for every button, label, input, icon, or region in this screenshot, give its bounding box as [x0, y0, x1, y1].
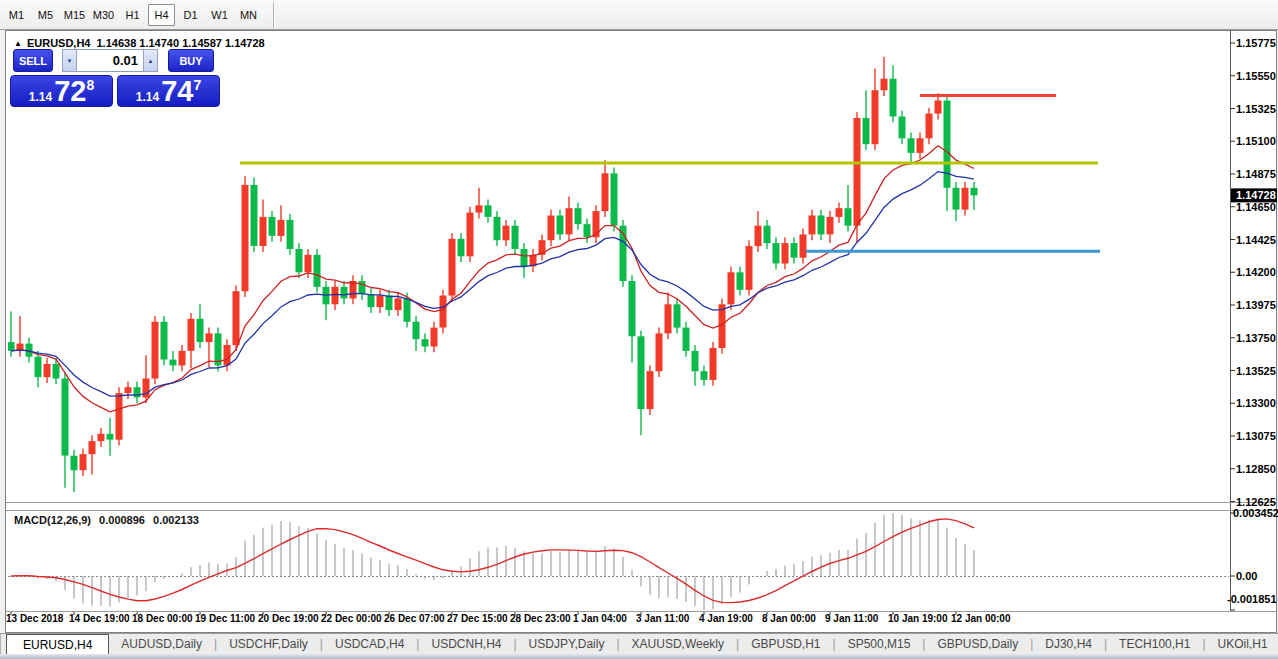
- svg-text:1.14728: 1.14728: [1236, 189, 1276, 201]
- time-axis-label: 19 Dec 11:00: [195, 613, 255, 624]
- chart-tab-xauusd-weekly[interactable]: XAUUSD,Weekly: [620, 634, 736, 654]
- timeframe-button-m1[interactable]: M1: [3, 4, 30, 26]
- chart-tab-gbpusd-h1[interactable]: GBPUSD,H1: [739, 634, 832, 654]
- sell-button[interactable]: SELL: [13, 49, 53, 72]
- time-axis-label: 8 Jan 00:00: [762, 613, 816, 624]
- lot-size-input[interactable]: 0.01: [77, 49, 143, 72]
- timeframe-button-d1[interactable]: D1: [177, 4, 204, 26]
- time-axis-label: 1 Jan 04:00: [573, 613, 627, 624]
- time-axis-label: 20 Dec 19:00: [258, 613, 319, 624]
- macd-signal-value: 0.002133: [153, 514, 199, 526]
- price-axis-label: 1.13300: [1236, 397, 1276, 409]
- price-axis-label: 1.15550: [1236, 70, 1276, 82]
- chart-symbol-label: EURUSD,H4: [27, 37, 91, 49]
- chart-tab-gbpusd-daily[interactable]: GBPUSD,Daily: [925, 634, 1030, 654]
- timeframe-button-h1[interactable]: H1: [119, 4, 146, 26]
- chart-tab-usdcnh-h4[interactable]: USDCNH,H4: [419, 634, 513, 654]
- chart-tab-usdcad-h4[interactable]: USDCAD,H4: [323, 634, 416, 654]
- buy-price-sup: 7: [193, 77, 201, 93]
- timeframe-button-mn[interactable]: MN: [235, 4, 262, 26]
- timeframe-button-w1[interactable]: W1: [206, 4, 233, 26]
- timeframe-button-m15[interactable]: M15: [61, 4, 88, 26]
- timeframe-toolbar: M1M5M15M30H1H4D1W1MN: [0, 0, 1278, 30]
- current-price-badge: 1.14728: [1231, 188, 1277, 202]
- time-axis-label: 4 Jan 19:00: [699, 613, 753, 624]
- timeframe-button-m5[interactable]: M5: [32, 4, 59, 26]
- time-axis-label: 28 Dec 23:00: [510, 613, 571, 624]
- lot-decrease-button[interactable]: ▼: [62, 49, 77, 72]
- time-axis-label: 27 Dec 15:00: [447, 613, 508, 624]
- sell-price-box[interactable]: 1.14 72 8: [10, 75, 113, 107]
- status-strip: [0, 654, 1278, 659]
- chart-tab-bar: EURUSD,H4AUDUSD,Daily|USDCHF,Daily|USDCA…: [0, 633, 1278, 654]
- price-axis-label: 1.13525: [1236, 365, 1276, 377]
- macd-indicator-label: MACD(12,26,9) 0.000896 0.002133: [14, 514, 204, 526]
- time-axis-label: 13 Dec 2018: [6, 613, 64, 624]
- price-axis-label: 1.12625: [1236, 496, 1276, 508]
- time-axis-label: 26 Dec 07:00: [384, 613, 445, 624]
- price-axis-label: 1.14200: [1236, 266, 1276, 278]
- time-axis-label: 9 Jan 11:00: [825, 613, 879, 624]
- one-click-trading-panel: SELL ▼ 0.01 ▲ BUY 1.14 72 8 1.14 74 7: [13, 49, 220, 107]
- toolbar-separator: [273, 2, 275, 28]
- price-axis-label: 1.12850: [1236, 463, 1276, 475]
- macd-value: 0.000896: [99, 514, 145, 526]
- chart-ohlc-values: 1.14638 1.14740 1.14587 1.14728: [97, 37, 265, 49]
- buy-price-big: 74: [161, 79, 193, 104]
- price-axis-label: 1.13750: [1236, 332, 1276, 344]
- time-axis-label: 12 Jan 00:00: [951, 613, 1011, 624]
- price-axis-label: 1.13075: [1236, 430, 1276, 442]
- buy-price-box[interactable]: 1.14 74 7: [117, 75, 220, 107]
- time-axis-label: 3 Jan 11:00: [636, 613, 690, 624]
- macd-axis-label: 0.00: [1236, 570, 1257, 582]
- sell-price-big: 72: [54, 79, 86, 104]
- chart-tab-eurusd-h4[interactable]: EURUSD,H4: [6, 634, 109, 654]
- chart-tab-ukoil-h1[interactable]: UKOil,H1: [1206, 634, 1278, 654]
- time-axis-label: 22 Dec 00:00: [321, 613, 382, 624]
- time-axis-label: 18 Dec 00:00: [132, 613, 193, 624]
- price-axis-label: 1.14650: [1236, 201, 1276, 213]
- collapse-triangle-icon[interactable]: ▲: [14, 39, 22, 48]
- price-axis-label: 1.14875: [1236, 168, 1276, 180]
- time-axis-label: 14 Dec 19:00: [69, 613, 130, 624]
- price-axis-label: 1.15775: [1236, 37, 1276, 49]
- chart-tab-tech100-h1[interactable]: TECH100,H1: [1107, 634, 1202, 654]
- buy-price-prefix: 1.14: [136, 91, 159, 104]
- buy-button[interactable]: BUY: [168, 49, 214, 72]
- chart-tab-usdjpy-daily[interactable]: USDJPY,Daily: [517, 634, 617, 654]
- tab-strip-start[interactable]: [0, 634, 1, 654]
- price-axis-label: 1.14425: [1236, 234, 1276, 246]
- chart-title-bar: ▲ EURUSD,H4 1.14638 1.14740 1.14587 1.14…: [14, 37, 271, 49]
- sell-price-sup: 8: [86, 77, 94, 93]
- lot-increase-button[interactable]: ▲: [143, 49, 158, 72]
- timeframe-button-h4[interactable]: H4: [148, 4, 175, 26]
- price-axis-label: 1.13975: [1236, 299, 1276, 311]
- chart-tab-usdchf-daily[interactable]: USDCHF,Daily: [217, 634, 320, 654]
- sell-price-prefix: 1.14: [29, 91, 52, 104]
- price-axis-label: 1.15325: [1236, 103, 1276, 115]
- chart-tab-sp500-m15[interactable]: SP500,M15: [836, 634, 923, 654]
- chart-tab-audusd-daily[interactable]: AUDUSD,Daily: [109, 634, 214, 654]
- chart-tab-dj30-h4[interactable]: DJ30,H4: [1033, 634, 1104, 654]
- timeframe-button-m30[interactable]: M30: [90, 4, 117, 26]
- macd-name: MACD(12,26,9): [14, 514, 91, 526]
- macd-axis-label: -0.001851: [1227, 593, 1277, 605]
- macd-axis-label: 0.003452: [1233, 507, 1278, 519]
- time-axis-label: 10 Jan 19:00: [888, 613, 948, 624]
- price-axis-label: 1.15100: [1236, 135, 1276, 147]
